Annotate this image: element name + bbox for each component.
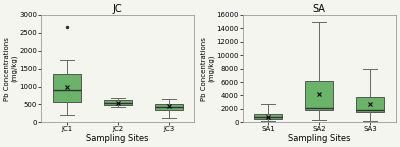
PathPatch shape [104, 100, 132, 105]
X-axis label: Sampling Sites: Sampling Sites [86, 134, 149, 143]
PathPatch shape [305, 81, 333, 110]
Y-axis label: Pb Concentrations
(mg/kg): Pb Concentrations (mg/kg) [201, 37, 215, 101]
PathPatch shape [254, 114, 282, 119]
PathPatch shape [53, 74, 81, 102]
X-axis label: Sampling Sites: Sampling Sites [288, 134, 350, 143]
Title: JC: JC [113, 4, 122, 14]
Title: SA: SA [313, 4, 326, 14]
PathPatch shape [155, 104, 183, 111]
Y-axis label: Pb Concentrations
(mg/kg): Pb Concentrations (mg/kg) [4, 37, 18, 101]
PathPatch shape [356, 97, 384, 112]
